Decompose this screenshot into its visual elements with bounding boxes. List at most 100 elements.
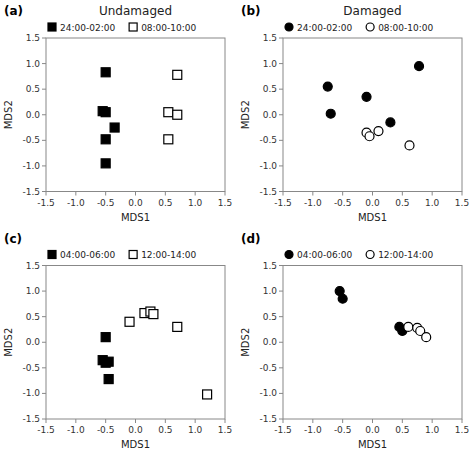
y-tick-label: 0.0: [26, 337, 41, 347]
point: [326, 109, 335, 118]
panel: (c)-1.5-1.0-0.50.00.51.01.5-1.5-1.0-0.50…: [3, 232, 232, 451]
y-tick-label: -1.0: [22, 388, 40, 398]
x-tick-label: 0.5: [395, 198, 409, 208]
x-tick-label: -0.5: [334, 198, 352, 208]
legend-marker: [129, 251, 137, 259]
point: [101, 135, 110, 144]
x-tick-label: 0.5: [395, 425, 409, 435]
x-tick-label: 1.5: [455, 198, 469, 208]
point: [104, 375, 113, 384]
legend-marker: [366, 23, 374, 31]
y-tick-label: -1.5: [259, 187, 277, 197]
legend-marker: [48, 23, 56, 31]
marks: [323, 62, 423, 150]
point: [173, 110, 182, 119]
x-axis-label: MDS1: [121, 212, 150, 223]
point: [386, 118, 395, 127]
y-tick: [42, 265, 46, 266]
point: [374, 127, 383, 136]
point: [101, 333, 110, 342]
x-tick-label: 0.0: [128, 425, 143, 435]
legend-marker: [366, 251, 374, 259]
legend-label: 12:00-14:00: [378, 250, 433, 260]
x-tick-label: -0.5: [97, 425, 115, 435]
y-tick-label: -1.0: [259, 161, 277, 171]
point: [362, 92, 371, 101]
x-tick-label: 1.0: [425, 198, 440, 208]
point: [323, 82, 332, 91]
y-tick-label: 1.5: [26, 33, 40, 43]
x-tick-label: -1.5: [274, 425, 292, 435]
y-tick-label: -1.0: [259, 388, 277, 398]
x-tick: [283, 419, 284, 423]
point: [404, 322, 413, 331]
x-tick: [46, 419, 47, 423]
x-tick: [225, 419, 226, 423]
y-tick: [42, 316, 46, 317]
y-axis-label: MDS2: [3, 328, 14, 357]
x-tick: [165, 192, 166, 196]
plot-frame: [46, 38, 225, 192]
y-tick: [279, 38, 283, 39]
x-tick-label: -1.0: [67, 425, 85, 435]
y-tick: [279, 367, 283, 368]
x-tick-label: 1.0: [188, 198, 203, 208]
panel-label: (b): [241, 4, 261, 18]
y-tick: [42, 291, 46, 292]
point: [405, 141, 414, 150]
legend-label: 12:00-14:00: [141, 250, 196, 260]
x-tick-label: -0.5: [97, 198, 115, 208]
x-tick: [432, 192, 433, 196]
point: [338, 294, 347, 303]
point: [125, 317, 134, 326]
panel-label: (a): [4, 4, 23, 18]
x-tick-label: -1.5: [37, 425, 55, 435]
y-tick-label: -1.5: [22, 414, 40, 424]
x-tick: [165, 419, 166, 423]
y-tick-label: -1.5: [259, 414, 277, 424]
x-tick: [135, 419, 136, 423]
y-tick: [42, 419, 46, 420]
x-tick-label: -1.5: [274, 198, 292, 208]
x-tick-label: 1.0: [425, 425, 440, 435]
x-tick: [372, 419, 373, 423]
y-axis-label: MDS2: [3, 100, 14, 129]
x-tick: [342, 419, 343, 423]
point: [365, 132, 374, 141]
legend-marker: [48, 251, 56, 259]
point: [422, 333, 431, 342]
title: Undamaged: [99, 4, 172, 18]
y-tick-label: -0.5: [22, 363, 40, 373]
x-tick: [195, 419, 196, 423]
y-tick: [42, 38, 46, 39]
x-axis-label: MDS1: [358, 212, 387, 223]
point: [203, 390, 212, 399]
x-tick: [402, 419, 403, 423]
y-tick-label: 0.5: [26, 312, 40, 322]
marks: [98, 307, 211, 399]
x-tick: [462, 192, 463, 196]
y-tick: [279, 316, 283, 317]
point: [110, 123, 119, 132]
y-tick: [42, 140, 46, 141]
x-tick: [105, 192, 106, 196]
x-tick-label: -1.0: [304, 425, 322, 435]
y-tick-label: 1.5: [263, 33, 277, 43]
y-tick-label: -0.5: [22, 135, 40, 145]
x-tick: [195, 192, 196, 196]
x-tick-label: -1.0: [67, 198, 85, 208]
y-tick: [42, 342, 46, 343]
y-tick-label: 0.0: [263, 337, 278, 347]
y-tick: [279, 291, 283, 292]
x-tick: [342, 192, 343, 196]
y-tick-label: -1.5: [22, 187, 40, 197]
y-tick-label: 0.5: [26, 84, 40, 94]
x-tick-label: 1.5: [218, 198, 232, 208]
legend-marker: [285, 251, 293, 259]
legend: 04:00-06:0012:00-14:00: [48, 250, 197, 260]
x-tick-label: 0.0: [128, 198, 143, 208]
x-tick: [75, 419, 76, 423]
y-tick-label: 1.0: [26, 59, 41, 69]
legend: 24:00-02:0008:00-10:00: [285, 23, 434, 33]
y-tick: [42, 114, 46, 115]
